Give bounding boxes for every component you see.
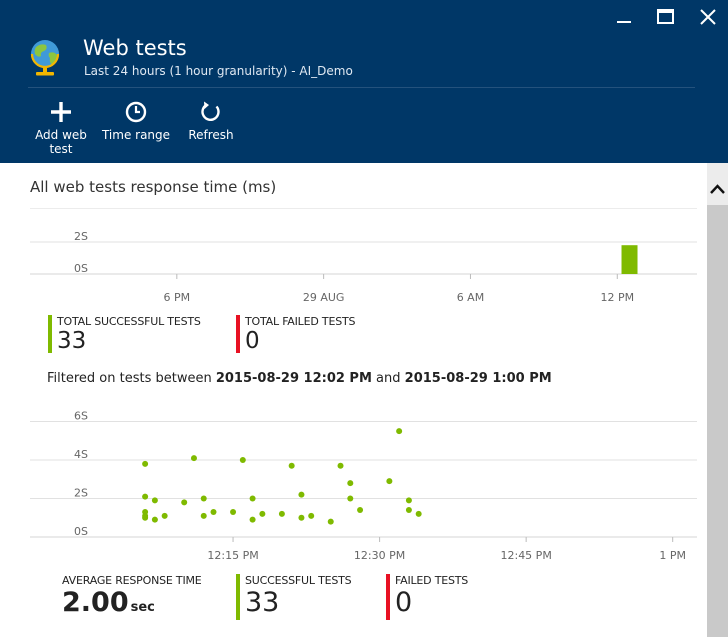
total-failed-value: 0 — [245, 328, 260, 354]
success-indicator-bar — [236, 574, 240, 620]
successful-tests-value: 33 — [245, 587, 280, 618]
time-range-label: Time range — [101, 128, 171, 142]
x-tick-label: 12:30 PM — [354, 549, 405, 562]
average-response-time-tile: AVERAGE RESPONSE TIME 2.00 sec — [62, 574, 202, 618]
clock-icon — [125, 101, 147, 123]
plus-icon — [51, 102, 71, 122]
data-point — [190, 455, 197, 462]
globe-icon — [30, 40, 60, 76]
blade-title: Web tests — [83, 36, 187, 60]
average-response-time-value: 2.00 — [62, 587, 129, 618]
data-point — [337, 462, 344, 469]
failed-indicator-bar — [236, 315, 240, 353]
x-tick-label: 12:45 PM — [500, 549, 551, 562]
data-point — [210, 508, 217, 515]
response-time-overview-chart[interactable]: 2S 0S 6 PM 29 AUG 6 AM 12 PM — [0, 223, 707, 303]
total-successful-tile[interactable]: TOTAL SUCCESSFUL TESTS 33 — [48, 315, 201, 354]
header-divider — [28, 87, 695, 88]
total-failed-tile[interactable]: TOTAL FAILED TESTS 0 — [236, 315, 355, 354]
x-tick-label: 12:15 PM — [207, 549, 258, 562]
refresh-label: Refresh — [188, 128, 234, 142]
response-bar — [621, 245, 638, 274]
data-point — [151, 516, 158, 523]
response-time-detail-chart[interactable]: 6S 4S 2S 0S 12:15 PM 12:30 PM 12:45 PM 1 PM — [0, 401, 707, 567]
data-point — [327, 518, 334, 525]
blade-subtitle: Last 24 hours (1 hour granularity) - AI_… — [84, 64, 353, 78]
x-tick-label: 6 AM — [457, 291, 485, 303]
time-range-button[interactable]: Time range — [101, 100, 171, 142]
success-indicator-bar — [48, 315, 52, 353]
y-tick-label: 0S — [74, 525, 88, 538]
average-response-time-unit: sec — [130, 600, 155, 615]
filter-start: 2015-08-29 12:02 PM — [215, 371, 372, 386]
blade-header: Web tests Last 24 hours (1 hour granular… — [0, 0, 728, 163]
failed-tests-value: 0 — [395, 587, 413, 618]
failed-tests-label: FAILED TESTS — [395, 574, 469, 587]
data-point — [142, 460, 149, 467]
x-tick-label: 29 AUG — [303, 291, 345, 303]
close-icon[interactable] — [697, 6, 719, 28]
chevron-up-icon[interactable] — [707, 177, 728, 203]
data-point — [200, 512, 207, 519]
x-tick-label: 12 PM — [600, 291, 634, 303]
add-web-test-label: Add web test — [35, 128, 87, 156]
minimize-icon[interactable] — [613, 6, 635, 28]
data-point — [259, 510, 266, 517]
data-point — [357, 507, 364, 514]
data-point — [181, 499, 188, 506]
y-tick-label: 0S — [74, 262, 88, 275]
data-point — [278, 510, 285, 517]
data-point — [298, 514, 305, 521]
data-point — [200, 495, 207, 502]
data-point — [239, 457, 246, 463]
data-point — [298, 491, 305, 498]
data-point — [142, 493, 149, 500]
data-point — [161, 512, 168, 519]
y-tick-label: 2S — [74, 230, 88, 243]
failed-indicator-bar — [386, 574, 390, 620]
maximize-icon[interactable] — [655, 6, 677, 28]
blade-content: All web tests response time (ms) 2S 0S 6 P… — [0, 163, 707, 637]
data-point — [142, 514, 149, 521]
filter-prefix: Filtered on tests between — [47, 371, 212, 386]
y-tick-label: 4S — [74, 448, 88, 461]
filter-end: 2015-08-29 1:00 PM — [404, 371, 552, 386]
refresh-icon — [201, 101, 220, 121]
section-title: All web tests response time (ms) — [30, 178, 277, 196]
average-response-time-label: AVERAGE RESPONSE TIME — [62, 574, 202, 587]
filter-conjunction: and — [376, 371, 401, 386]
successful-tests-tile[interactable]: SUCCESSFUL TESTS 33 — [236, 574, 352, 620]
data-point — [308, 512, 315, 519]
data-point — [415, 510, 422, 517]
refresh-button[interactable]: Refresh — [176, 100, 246, 142]
total-successful-label: TOTAL SUCCESSFUL TESTS — [57, 315, 201, 328]
data-point — [249, 516, 256, 523]
x-tick-label: 6 PM — [164, 291, 191, 303]
data-point — [386, 478, 393, 485]
data-point — [405, 497, 412, 504]
total-successful-value: 33 — [57, 328, 87, 354]
successful-tests-label: SUCCESSFUL TESTS — [245, 574, 352, 587]
add-web-test-button[interactable]: Add web test — [26, 100, 96, 156]
data-point — [396, 428, 403, 435]
failed-tests-tile[interactable]: FAILED TESTS 0 — [386, 574, 469, 620]
filter-description: Filtered on tests between 2015-08-29 12:… — [47, 371, 552, 386]
data-point — [347, 480, 354, 487]
data-point — [151, 497, 158, 504]
data-point — [405, 507, 412, 514]
scrollbar-thumb[interactable] — [707, 205, 728, 637]
section-divider — [30, 208, 697, 209]
data-point — [347, 495, 354, 502]
data-point — [249, 495, 256, 502]
y-tick-label: 2S — [74, 487, 88, 500]
total-failed-label: TOTAL FAILED TESTS — [245, 315, 356, 328]
y-tick-label: 6S — [74, 410, 88, 423]
x-tick-label: 1 PM — [659, 549, 686, 562]
data-point — [288, 462, 295, 469]
vertical-scrollbar[interactable] — [707, 163, 728, 637]
data-point — [230, 508, 237, 515]
